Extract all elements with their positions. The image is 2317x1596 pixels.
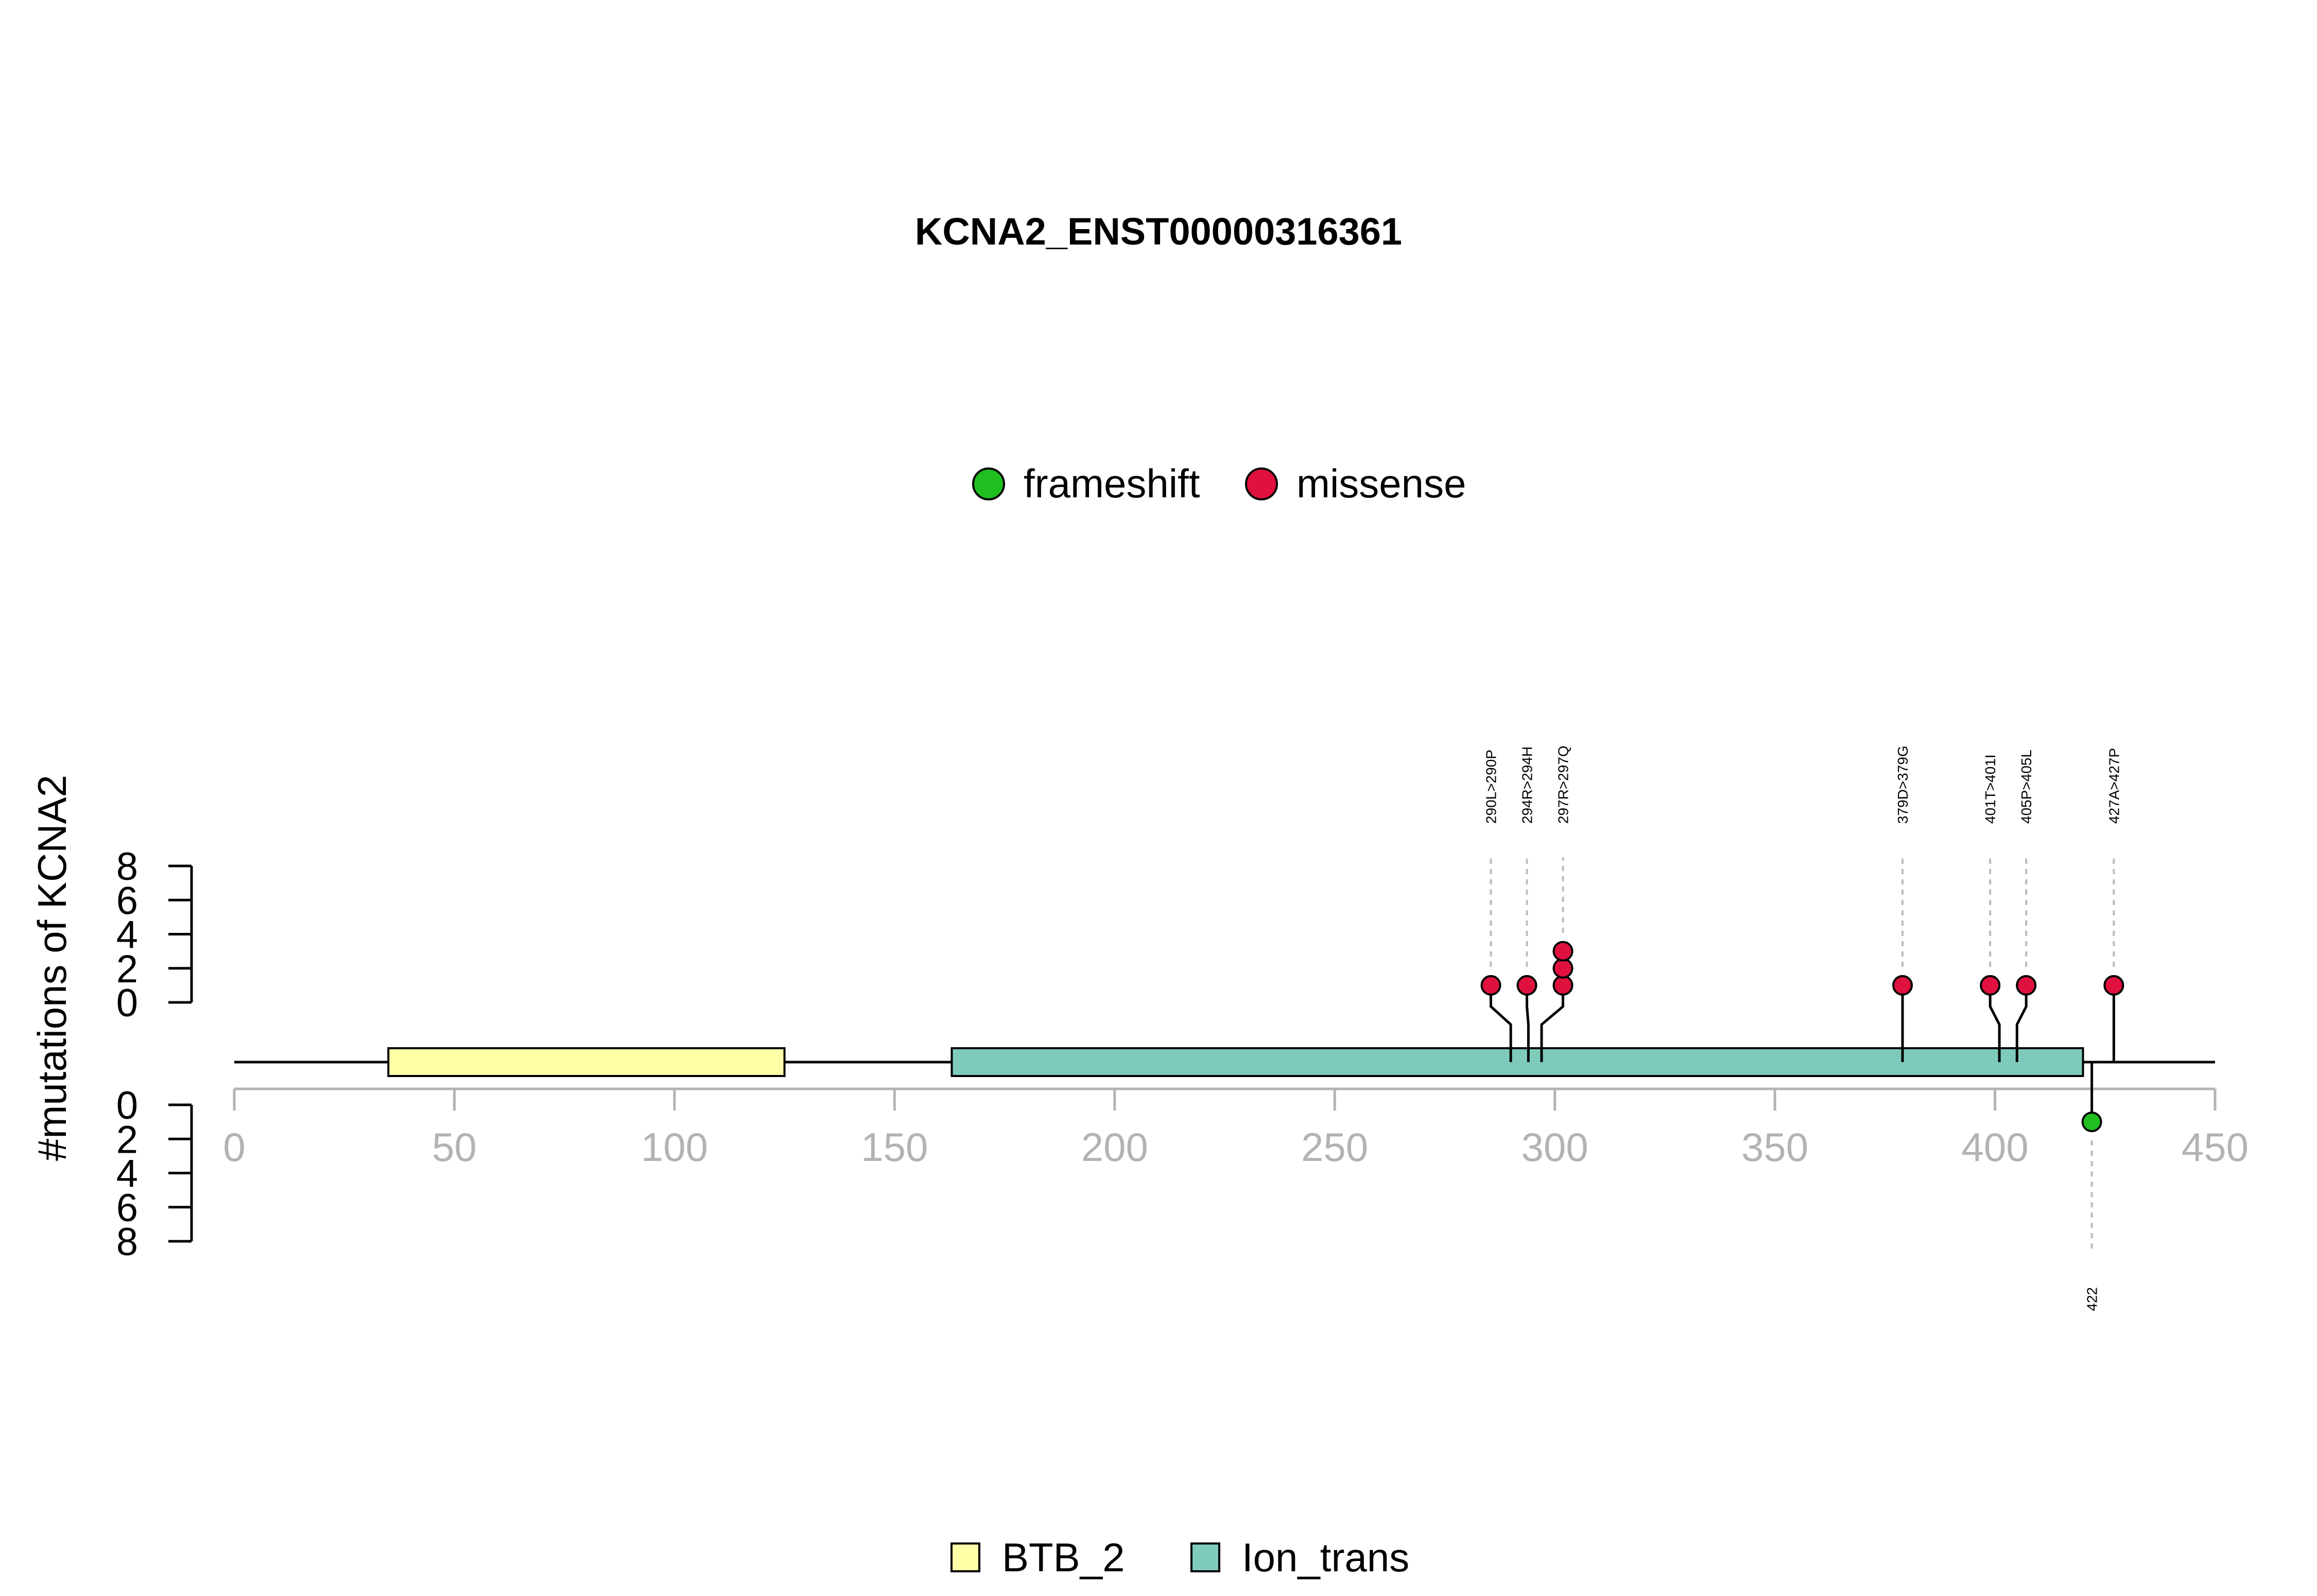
legend-swatch-frameshift (972, 467, 1005, 500)
mutation-label: 379D>379G (1895, 745, 1911, 824)
mutation-point (2016, 975, 2037, 996)
legend-label-frameshift: frameshift (1024, 461, 1200, 506)
y-tick-label: 4 (116, 913, 138, 957)
mutation-label: 427A>427P (2106, 748, 2122, 824)
y-tick-label: 2 (116, 947, 138, 991)
protein-domains (387, 1047, 2084, 1077)
mutation-stem (1989, 985, 2001, 1062)
mutation-297R>297Q: 297R>297Q (1540, 745, 1574, 1062)
chart-title: KCNA2_ENST00000316361 (915, 210, 1402, 253)
mutation-point (2103, 975, 2124, 996)
mutation-290L>290P: 290L>290P (1480, 750, 1512, 1062)
x-tick-label: 400 (1961, 1124, 2028, 1170)
domain-Ion_trans (950, 1047, 2084, 1077)
mutation-label: 401T>401I (1982, 754, 1998, 824)
y-tick-label: 2 (116, 1118, 138, 1161)
domain-BTB_2 (387, 1047, 786, 1077)
mutation-stem (1490, 985, 1512, 1062)
y-tick-label: 0 (116, 1084, 138, 1127)
legend-swatch-missense (1245, 467, 1278, 500)
mutation-point (2081, 1112, 2102, 1133)
mutation-294R>294H: 294R>294H (1516, 747, 1537, 1062)
mutation-422: 422 (2081, 1062, 2102, 1311)
x-tick-label: 250 (1301, 1124, 1368, 1170)
y-tick-label: 4 (116, 1152, 138, 1196)
x-tick-label: 100 (641, 1124, 708, 1170)
y-tick-label: 6 (116, 1186, 138, 1230)
domain-legend: BTB_2 Ion_trans (950, 1535, 1409, 1580)
mutation-point (1552, 958, 1574, 979)
mutation-401T>401I: 401T>401I (1980, 754, 2001, 1062)
mutation-405P>405L: 405P>405L (2015, 750, 2037, 1062)
domain-legend-label-BTB_2: BTB_2 (1002, 1535, 1125, 1580)
y-tick-label: 8 (116, 845, 138, 889)
mutation-point (1480, 975, 1501, 996)
mutation-stem (1540, 985, 1565, 1062)
y-tick-label: 6 (116, 879, 138, 923)
mutation-427A>427P: 427A>427P (2103, 748, 2124, 1062)
mutation-stem (1526, 985, 1530, 1062)
mutation-point (1552, 941, 1574, 962)
x-tick-label: 50 (432, 1124, 477, 1170)
mutation-label: 294R>294H (1519, 747, 1535, 824)
x-tick-label: 150 (861, 1124, 928, 1170)
x-tick-label: 450 (2182, 1124, 2249, 1170)
mutation-point (1552, 975, 1574, 996)
mutation-type-legend: frameshift missense (972, 461, 1466, 506)
x-axis: 0 50 100 150 200 250 300 350 400 450 (223, 1087, 2249, 1170)
x-tick-label: 0 (223, 1124, 245, 1170)
mutation-label: 297R>297Q (1555, 745, 1571, 824)
x-tick-label: 300 (1521, 1124, 1588, 1170)
y-axis-label: #mutations of KCNA2 (29, 775, 75, 1161)
mutation-label: 405P>405L (2018, 750, 2034, 824)
mutations-bottom: 422 (2081, 1062, 2102, 1311)
domain-legend-label-Ion_trans: Ion_trans (1242, 1535, 1409, 1580)
mutation-label: 422 (2084, 1287, 2100, 1311)
mutations-top: 290L>290P 294R>294H 297R>297Q 379D>379G 401T… (1480, 745, 2124, 1062)
y-tick-label: 8 (116, 1220, 138, 1264)
mutation-point (1892, 975, 1913, 996)
mutation-point (1980, 975, 2001, 996)
mutation-label: 290L>290P (1483, 750, 1499, 824)
domain-legend-swatch-BTB_2 (950, 1542, 980, 1572)
mutation-379D>379G: 379D>379G (1892, 745, 1913, 1062)
y-tick-label: 0 (116, 981, 138, 1025)
domain-legend-swatch-Ion_trans (1190, 1542, 1220, 1572)
legend-label-missense: missense (1296, 461, 1466, 506)
mutation-point (1516, 975, 1537, 996)
x-tick-label: 200 (1081, 1124, 1148, 1170)
x-tick-label: 350 (1741, 1124, 1808, 1170)
mutation-stem (2015, 985, 2028, 1062)
